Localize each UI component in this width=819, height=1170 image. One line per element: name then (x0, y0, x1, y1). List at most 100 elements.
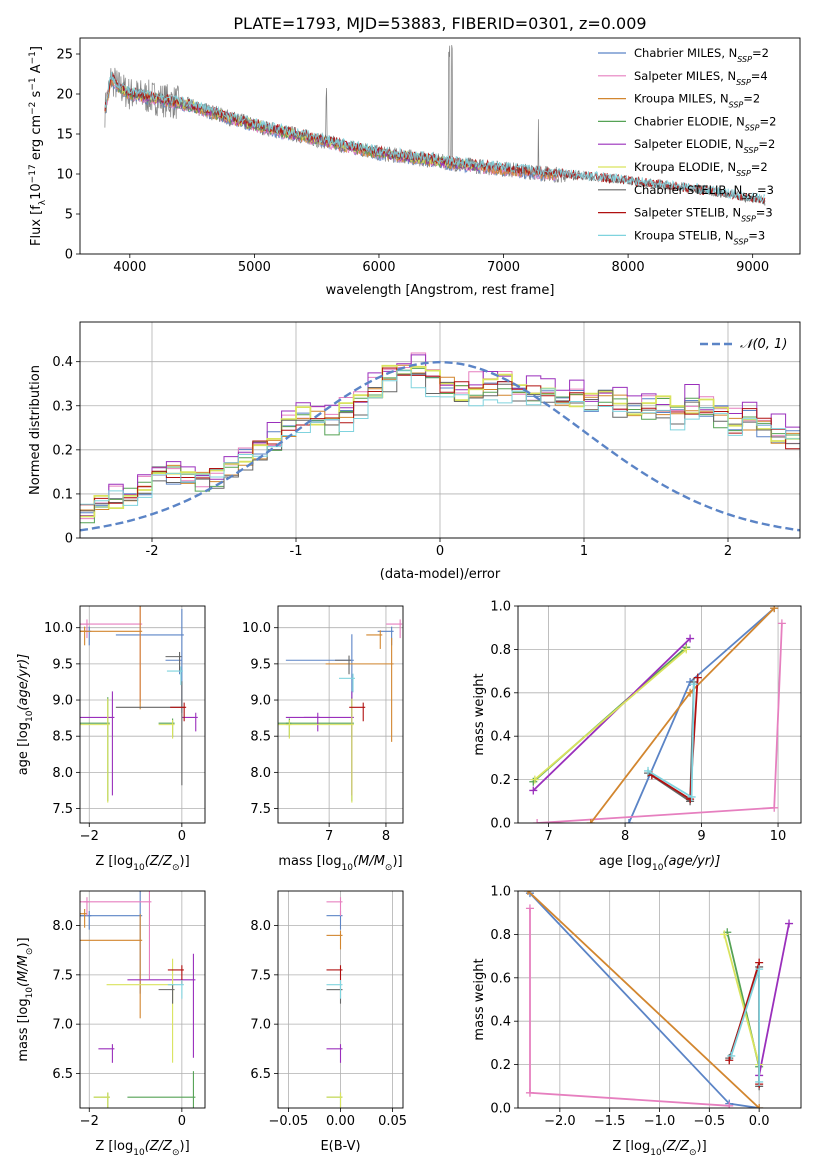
x-tick-label: 6000 (362, 260, 395, 275)
weight-point-marker (586, 819, 595, 823)
x-tick-label: 0.00 (326, 1114, 355, 1129)
x-tick-label: 10 (770, 829, 787, 844)
x-tick-label: −2 (80, 1114, 99, 1129)
x-axis-label: age [log10(age/yr)] (599, 854, 721, 873)
histogram-step-line (80, 367, 800, 506)
weight-point-marker (529, 786, 538, 795)
y-tick-label: 8.0 (250, 919, 271, 934)
x-tick-label: −2.0 (544, 1114, 576, 1129)
weight-point-marker (533, 819, 542, 823)
weight-series-line (723, 934, 760, 1065)
y-tick-label: 7.5 (52, 968, 73, 983)
x-tick-label: 0 (178, 829, 186, 844)
normal-curve (80, 360, 800, 532)
x-axis-label: Z [log10(Z/Z⊙)] (612, 1139, 706, 1158)
y-tick-label: 0.4 (490, 730, 511, 745)
weight-point-marker (727, 1051, 736, 1060)
points (80, 606, 198, 803)
y-tick-label: 25 (56, 48, 73, 63)
x-tick-label: 0.05 (378, 1114, 407, 1129)
weight-point-marker (689, 680, 698, 689)
x-tick-label: −1.0 (644, 1114, 676, 1129)
legend-entry: Chabrier STELIB, NSSP=3 (634, 183, 774, 201)
age-Z-chart: −2 0 7.5 8.0 8.5 9.0 9.5 10.0 Z [log10(Z/Z⊙)] age… (16, 605, 206, 873)
y-axis-label: Normed distribution (28, 365, 43, 495)
y-tick-label: 0.1 (52, 487, 73, 502)
weight-point-marker (525, 1088, 534, 1097)
points (278, 619, 403, 803)
y-axis-label: age [log10(age/yr)] (16, 654, 35, 776)
weight-lines (529, 606, 786, 823)
points (80, 891, 196, 1108)
axes-frame (277, 605, 404, 824)
y-axis-label: mass weight (472, 673, 487, 755)
x-tick-label: 7 (544, 829, 552, 844)
x-tick-label: −1.5 (594, 1114, 626, 1129)
y-tick-label: 0 (65, 532, 73, 547)
legend-entry: Salpeter STELIB, NSSP=3 (634, 206, 773, 224)
axes-frame (517, 890, 802, 1109)
weight-point-marker (770, 606, 779, 613)
x-axis-label: Z [log10(Z/Z⊙)] (95, 1139, 189, 1158)
x-axis-label: Z [log10(Z/Z⊙)] (95, 854, 189, 873)
figure-title: PLATE=1793, MJD=53883, FIBERID=0301, z=0… (233, 14, 646, 33)
histogram-step-line (80, 370, 800, 506)
y-tick-label: 7.0 (52, 1018, 73, 1033)
axes-frame (277, 890, 404, 1109)
weight-lines (523, 891, 794, 1108)
y-tick-label: 9.0 (52, 694, 73, 709)
weight-point-marker (725, 1056, 734, 1065)
y-tick-label: 20 (56, 88, 73, 103)
y-tick-label: 10.0 (242, 621, 271, 636)
weight-point-marker (682, 645, 691, 654)
y-tick-label: 5 (65, 208, 73, 223)
x-tick-label: −0.5 (694, 1114, 726, 1129)
y-tick-label: 0.4 (52, 355, 73, 370)
x-tick-label: 1 (580, 544, 588, 559)
mass-Z-chart: −2 0 6.5 7.0 7.5 8.0 Z [log10(Z/Z⊙)] mass [log1… (16, 890, 206, 1158)
x-tick-label: −2 (80, 829, 99, 844)
model-spectrum-line (104, 72, 766, 204)
x-tick-label: 9000 (736, 260, 769, 275)
y-axis-label: mass [log10(M/M⊙)] (16, 937, 35, 1061)
x-tick-label: 8 (621, 829, 629, 844)
spectrum-chart: 4000 5000 6000 7000 8000 9000 0 5 10 15 20 25 wavele… (28, 37, 801, 298)
y-tick-label: 10.0 (44, 621, 73, 636)
x-tick-label: -2 (146, 544, 159, 559)
y-tick-label: 0.8 (490, 928, 511, 943)
y-tick-label: 0.8 (490, 643, 511, 658)
y-tick-label: 0.4 (490, 1015, 511, 1030)
weight-point-marker (525, 904, 534, 913)
residual-histogram: -2 -1 0 1 2 0 0.1 0.2 0.3 0.4 (data-model)/error No… (28, 321, 801, 582)
y-axis-label: mass weight (472, 958, 487, 1040)
axes-frame (79, 605, 206, 824)
points (326, 897, 343, 1108)
weight-point-marker (624, 819, 633, 823)
y-tick-label: 0 (65, 248, 73, 263)
age-mass-chart: 7 8 7.5 8.0 8.5 9.0 9.5 10.0 mass [log10(M/M⊙)] (242, 605, 404, 873)
weight-point-marker (720, 930, 729, 939)
x-tick-label: 2 (724, 544, 732, 559)
weight-point-marker (755, 1104, 764, 1108)
weight-point-marker (523, 891, 532, 895)
weight-point-marker (644, 766, 653, 775)
x-axis-label: (data-model)/error (380, 567, 501, 582)
y-tick-label: 1.0 (490, 885, 511, 900)
weight-series-line (527, 891, 760, 1108)
x-tick-label: 0.0 (749, 1114, 770, 1129)
y-tick-label: 0.2 (52, 443, 73, 458)
histogram-step-line (80, 354, 800, 516)
spectrum-legend: Chabrier MILES, NSSP=2 Salpeter MILES, NS… (598, 46, 776, 246)
x-tick-label: 8000 (612, 260, 645, 275)
weight-point-marker (530, 775, 539, 784)
weight-point-marker (687, 792, 696, 801)
x-tick-label: 0 (436, 544, 444, 559)
axes-frame (79, 321, 801, 539)
y-tick-label: 0.2 (490, 1058, 511, 1073)
x-tick-label: -1 (290, 544, 303, 559)
weight-point-marker (770, 803, 779, 812)
legend-entry: Kroupa STELIB, NSSP=3 (634, 228, 765, 246)
y-tick-label: 0.0 (490, 1102, 511, 1117)
y-tick-label: 0.0 (490, 817, 511, 832)
